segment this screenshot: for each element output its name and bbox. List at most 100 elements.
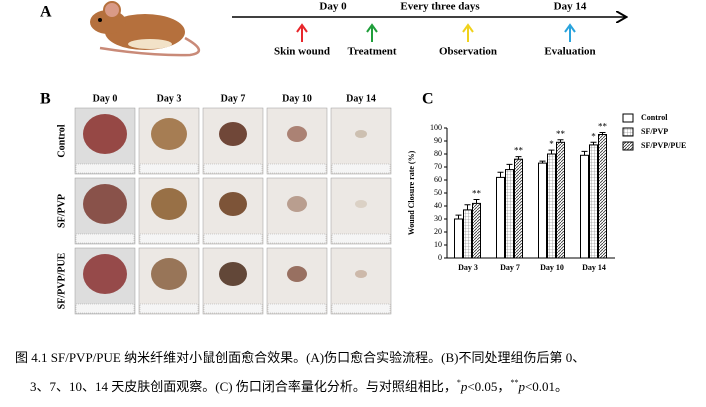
error-bar: [548, 149, 555, 154]
wound: [355, 130, 367, 138]
step-label: Evaluation: [544, 46, 595, 58]
caption-line: 3、7、10、14 天皮肤创面观察。(C) 伤口闭合率量化分析。与对照组相比，*…: [30, 378, 568, 394]
significance-label: **: [514, 146, 524, 156]
bar: [454, 218, 463, 259]
error-bar: [515, 156, 522, 160]
column-header: Day 0: [93, 93, 118, 104]
wound: [287, 266, 307, 282]
bar: [547, 153, 556, 259]
ruler: [331, 303, 391, 314]
significance-label: *: [549, 139, 554, 149]
x-tick-label: Day 10: [540, 263, 564, 272]
ruler: [267, 303, 327, 314]
column-header: Day 3: [157, 93, 182, 104]
step-label: Treatment: [347, 46, 396, 58]
error-bar: [455, 214, 462, 219]
ruler: [75, 303, 135, 314]
wound: [287, 196, 307, 212]
error-bar: [590, 141, 597, 145]
y-tick-label: 40: [434, 201, 442, 210]
bar: [556, 141, 565, 259]
mouse-illustration: [90, 1, 200, 57]
y-tick-label: 30: [434, 214, 442, 223]
wound: [151, 258, 187, 290]
row-label: SF/PVP/PUE: [56, 252, 67, 309]
ruler: [267, 163, 327, 174]
significance-label: **: [556, 129, 566, 139]
legend-label: SF/PVP: [641, 127, 668, 136]
wound: [355, 270, 367, 278]
ruler: [75, 163, 135, 174]
ruler: [203, 233, 263, 244]
legend-swatch: [622, 113, 634, 123]
wound-photo: [330, 247, 392, 315]
wound: [83, 184, 127, 224]
y-tick-label: 0: [438, 253, 442, 262]
row-label: Control: [56, 124, 67, 157]
timeline-label: Day 14: [554, 1, 587, 13]
timeline-label: Every three days: [400, 1, 480, 13]
panel-letter: C: [422, 91, 434, 108]
wound-photo: [202, 177, 264, 245]
ruler: [139, 233, 199, 244]
ruler: [139, 303, 199, 314]
y-tick-label: 60: [434, 175, 442, 184]
bar: [514, 158, 523, 259]
y-tick-label: 50: [434, 188, 442, 197]
error-bar: [473, 199, 480, 204]
ruler: [75, 233, 135, 244]
bar: [505, 169, 514, 259]
ruler: [331, 233, 391, 244]
wound-photo: [330, 107, 392, 175]
y-tick-label: 100: [430, 123, 442, 132]
error-bar: [557, 139, 564, 143]
significance-label: **: [472, 189, 482, 199]
step-arrowhead: [564, 23, 576, 33]
wound: [151, 188, 187, 220]
wound: [219, 192, 247, 216]
x-tick-label: Day 3: [458, 263, 478, 272]
legend-swatch: [622, 141, 634, 151]
x-tick-label: Day 14: [582, 263, 606, 272]
column-header: Day 14: [346, 93, 376, 104]
caption-segment: p: [460, 379, 468, 394]
panel-letter: A: [40, 4, 52, 21]
bar: [496, 176, 505, 259]
row-label: SF/PVP: [56, 194, 67, 228]
bar: [538, 162, 547, 259]
wound-photo: [330, 177, 392, 245]
step-arrowhead: [462, 23, 474, 33]
wound: [219, 122, 247, 146]
significance-label: *: [591, 131, 596, 141]
legend-label: Control: [641, 113, 668, 122]
ruler: [203, 303, 263, 314]
y-tick-label: 10: [434, 240, 442, 249]
bar: [589, 144, 598, 259]
bar: [463, 209, 472, 259]
step-arrowhead: [366, 23, 378, 33]
ruler: [203, 163, 263, 174]
wound: [219, 262, 247, 286]
caption-segment: 3、7、10、14 天皮肤创面观察。(C) 伤口闭合率量化分析。与对照组相比，: [30, 379, 457, 394]
caption-segment: *: [457, 378, 461, 387]
error-bar: [581, 150, 588, 156]
step-label: Skin wound: [274, 46, 330, 58]
panel-letter: B: [40, 91, 51, 108]
wound: [355, 200, 367, 208]
error-bar: [464, 204, 471, 210]
y-axis-label: Wound Closure rate (%): [407, 150, 416, 235]
wound: [287, 126, 307, 142]
error-bar: [599, 132, 606, 135]
step-label: Observation: [439, 46, 497, 58]
x-tick-label: Day 7: [500, 263, 520, 272]
caption-segment: **: [510, 378, 518, 387]
error-bar: [497, 171, 504, 178]
column-header: Day 10: [282, 93, 312, 104]
y-tick-label: 90: [434, 136, 442, 145]
bar: [472, 202, 481, 259]
significance-label: **: [598, 122, 608, 132]
bar: [580, 154, 589, 259]
wound: [83, 254, 127, 294]
timeline-label: Day 0: [319, 1, 347, 13]
caption-segment: <0.01。: [525, 379, 568, 394]
